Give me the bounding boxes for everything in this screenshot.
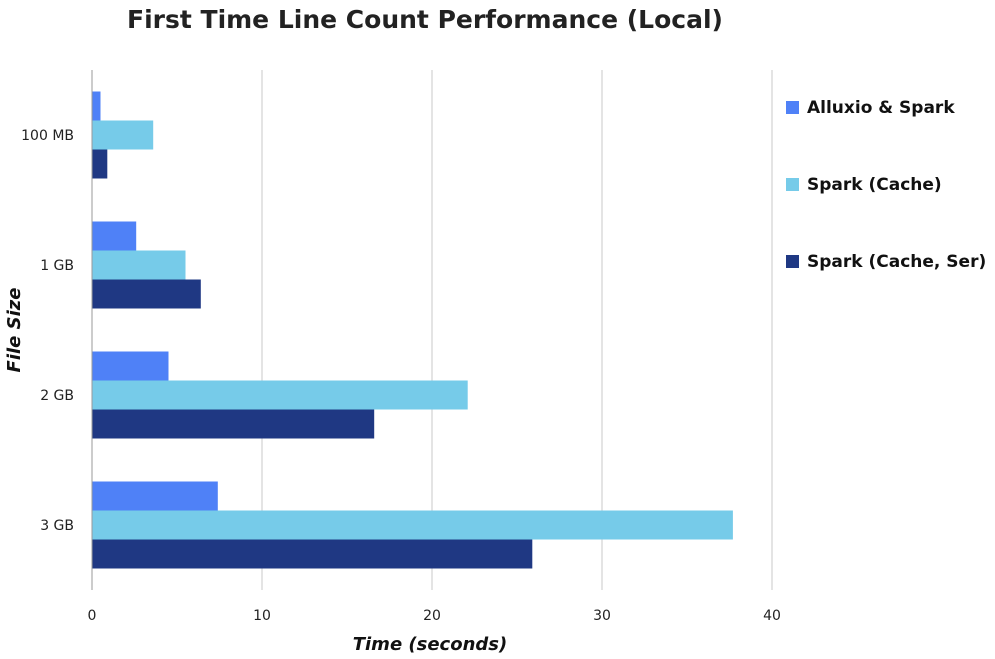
bar — [92, 409, 375, 439]
legend-label: Alluxio & Spark — [807, 98, 955, 118]
bar — [92, 250, 186, 280]
y-tick-label: 1 GB — [40, 258, 74, 274]
bar — [92, 149, 108, 179]
legend-swatch — [786, 255, 799, 268]
legend: Alluxio & Spark Spark (Cache) Spark (Cache… — [786, 98, 986, 272]
x-tick-labels: 0 10 20 30 40 — [88, 608, 781, 624]
bar — [92, 539, 533, 569]
legend-swatch — [786, 178, 799, 191]
gridlines — [261, 70, 773, 590]
chart-title: First Time Line Count Performance (Local… — [127, 5, 723, 34]
x-tick-label: 0 — [88, 608, 97, 624]
x-tick-label: 40 — [763, 608, 781, 624]
bar — [92, 481, 218, 511]
x-axis-title: Time (seconds) — [353, 634, 508, 655]
bars — [92, 91, 733, 569]
y-axis-title: File Size — [4, 288, 25, 373]
x-tick-label: 20 — [423, 608, 441, 624]
legend-label: Spark (Cache) — [807, 175, 942, 195]
bar — [92, 380, 468, 410]
bar — [92, 91, 101, 121]
y-tick-label: 100 MB — [21, 128, 74, 144]
y-tick-label: 3 GB — [40, 518, 74, 534]
bar — [92, 120, 154, 150]
y-tick-label: 2 GB — [40, 388, 74, 404]
legend-swatch — [786, 101, 799, 114]
bar — [92, 510, 733, 540]
x-tick-label: 30 — [593, 608, 611, 624]
bar — [92, 221, 137, 251]
bar — [92, 351, 169, 381]
x-tick-label: 10 — [253, 608, 271, 624]
bar — [92, 279, 201, 309]
legend-label: Spark (Cache, Ser) — [807, 252, 986, 272]
y-tick-labels: 100 MB 1 GB 2 GB 3 GB — [21, 128, 74, 534]
